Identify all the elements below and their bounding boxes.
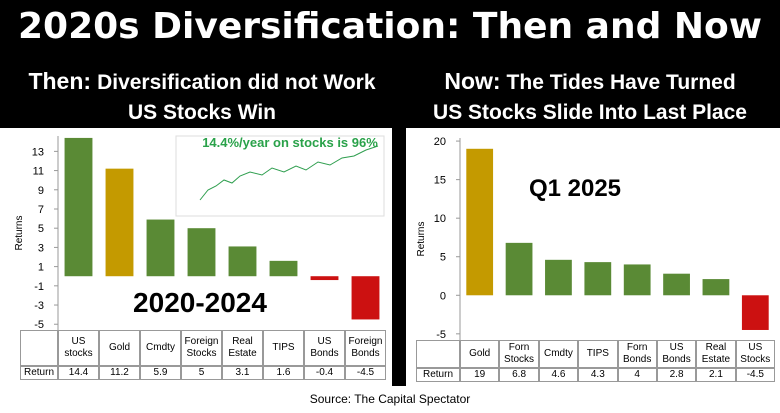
return-value: 1.6: [263, 366, 304, 380]
chart-annotation: Q1 2025: [529, 175, 621, 202]
y-tick-label: 1: [38, 262, 44, 274]
category-label: Forn Bonds: [617, 340, 657, 368]
y-tick-label: -5: [34, 319, 44, 331]
y-tick-label: 10: [434, 213, 446, 225]
heading-line: Now: The Tides Have Turned: [410, 66, 770, 98]
return-value: 5.9: [140, 366, 181, 380]
return-value: 19: [460, 368, 500, 382]
y-tick-label: -3: [34, 300, 44, 312]
category-label: Cmdty: [538, 340, 579, 368]
y-tick-label: 9: [38, 185, 44, 197]
inset: [175, 135, 385, 217]
return-value: 2.8: [656, 368, 697, 382]
bar: [187, 228, 216, 277]
bar: [505, 242, 533, 296]
heading-line: Then: Diversification did not Work: [18, 66, 386, 98]
bar: [741, 295, 769, 330]
y-tick-label: 5: [440, 252, 446, 264]
heading-lead: Then:: [28, 68, 92, 94]
return-value: -0.4: [304, 366, 345, 380]
y-tick-label: 20: [434, 136, 446, 148]
chart-annotation: 2020-2024: [133, 287, 267, 318]
bar: [105, 168, 134, 277]
bar: [466, 148, 494, 296]
y-axis-label: Returns: [416, 221, 427, 256]
bar: [584, 262, 612, 296]
return-value: 4: [617, 368, 657, 382]
bar: [269, 260, 298, 277]
bar: [228, 246, 257, 277]
y-tick-label: 5: [38, 223, 44, 235]
category-label: Real Estate: [222, 330, 263, 366]
category-label: US stocks: [58, 330, 99, 366]
bar: [545, 259, 572, 296]
inset-caption: 14.4%/year on stocks is 96%: [202, 135, 378, 150]
inset-line: [199, 145, 379, 201]
category-label: Cmdty: [140, 330, 181, 366]
return-value: 5: [181, 366, 222, 380]
source: Source: The Capital Spectator: [309, 392, 471, 406]
y-tick-label: 11: [33, 166, 44, 178]
panel-heading: Now: The Tides Have Turned US Stocks Slide…: [410, 66, 770, 128]
category-label: Gold: [460, 340, 500, 368]
bar: [623, 264, 651, 296]
row-label-spacer: [416, 340, 460, 368]
y-tick-label: 0: [440, 290, 446, 302]
category-label: Real Estate: [696, 340, 736, 368]
return-value: 4.6: [538, 368, 579, 382]
return-value: -4.5: [345, 366, 386, 380]
category-label: US Stocks: [735, 340, 775, 368]
bar: [663, 273, 690, 296]
return-value: 6.8: [499, 368, 539, 382]
category-label: Foreign Bonds: [345, 330, 386, 366]
category-label: US Bonds: [304, 330, 345, 366]
category-label: Foreign Stocks: [181, 330, 222, 366]
return-value: 2.1: [696, 368, 736, 382]
bar: [146, 219, 175, 277]
category-label: US Bonds: [656, 340, 697, 368]
return-value: 4.3: [578, 368, 618, 382]
heading-subtitle: US Stocks Slide Into Last Place: [433, 101, 747, 124]
return-value: 14.4: [58, 366, 99, 380]
return-value: 3.1: [222, 366, 263, 380]
heading-title: The Tides Have Turned: [506, 71, 736, 94]
row-label: Return: [20, 366, 58, 380]
y-tick-label: 3: [38, 242, 44, 254]
bar: [702, 279, 730, 296]
y-tick-label: 15: [434, 175, 446, 187]
category-label: TIPS: [263, 330, 304, 366]
y-tick-label: -5: [436, 329, 446, 341]
bar: [310, 276, 339, 281]
row-label: Return: [416, 368, 460, 382]
footer: [0, 386, 780, 413]
page-title: 2020s Diversification: Then and Now: [17, 6, 763, 47]
y-tick-label: 13: [32, 146, 44, 158]
category-label: Forn Stocks: [499, 340, 539, 368]
panel-heading: Then: Diversification did not Work US Stoc…: [18, 66, 386, 128]
heading-title: Diversification did not Work: [97, 71, 376, 94]
bar: [64, 137, 93, 277]
category-label: Gold: [99, 330, 140, 366]
y-tick-label: -1: [34, 281, 44, 293]
y-tick-label: 7: [38, 204, 44, 216]
y-axis-label: Returns: [14, 215, 25, 250]
heading-lead: Now:: [444, 68, 501, 94]
bar: [351, 276, 380, 320]
category-label: TIPS: [578, 340, 618, 368]
heading-subtitle: US Stocks Win: [127, 101, 276, 124]
return-value: 11.2: [99, 366, 140, 380]
return-value: -4.5: [735, 368, 775, 382]
row-label-spacer: [20, 330, 58, 366]
